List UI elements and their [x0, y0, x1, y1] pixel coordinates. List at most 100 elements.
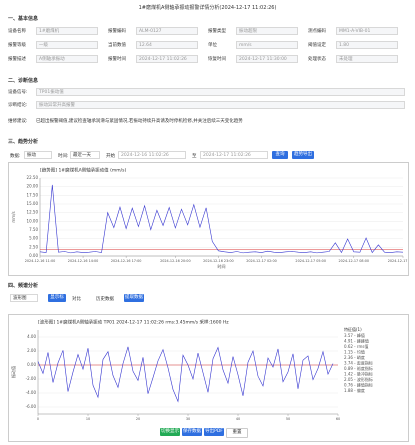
spectrum-panel	[8, 314, 409, 442]
control-label: 至	[192, 154, 197, 159]
control-label: 时间:	[58, 154, 69, 159]
field-input[interactable]: A侧轴承振动	[36, 55, 98, 63]
history-checkbox[interactable]: 历史数据	[96, 297, 114, 302]
legend-title: 特征值(1)	[344, 326, 362, 332]
x-tick-label: 2024-12-16 11:00	[25, 259, 56, 263]
x-tick-label: 2024-12-16 23:00	[203, 259, 234, 263]
trend-panel	[8, 162, 409, 276]
x-tick-label: 2024-12-17 11:00	[388, 259, 408, 263]
x-tick-label: 20	[136, 417, 140, 421]
trend-chart: [趋势图] 1#磨煤机A侧轴承振动值 (mm/s) 0.00 2.50 5.00 7.5…	[11, 167, 408, 270]
field-label: 报警编码	[108, 29, 126, 34]
y-tick-label: 5.00	[29, 236, 38, 241]
y-tick-label: -6.00	[26, 404, 37, 409]
legend-item: 3.74 - 歪度指标	[344, 360, 373, 366]
select[interactable]: 波形图	[10, 294, 38, 302]
compare-label: 对比	[72, 297, 81, 302]
y-tick-label: 10.00	[27, 218, 39, 223]
y-tick-label: 0.00	[27, 362, 36, 367]
legend-item: 3.57 - 峰值	[344, 332, 365, 338]
field-label: 当前数值	[108, 43, 126, 48]
field-input[interactable]: 2024-12-17 11:02:26	[136, 55, 198, 63]
conclusion-input[interactable]: 振动异常升高报警	[36, 101, 405, 109]
section-title: 二、诊断信息	[8, 78, 39, 84]
field-label: 报警等级	[8, 43, 26, 48]
y-tick-label: 4.00	[27, 334, 36, 339]
extract-button[interactable]: 提取数据	[124, 294, 144, 302]
y-tick-label: 15.00	[27, 201, 39, 206]
field-input[interactable]: 1#磨煤机	[36, 27, 98, 35]
legend-item: 2.36 - 峭度	[344, 354, 365, 360]
y-axis-label: 振动值	[10, 366, 16, 378]
field-input[interactable]: MM1-A-VIB-01	[336, 27, 398, 35]
field-label: 报警类型	[208, 29, 226, 34]
data-line	[37, 346, 334, 403]
select[interactable]: 振动	[24, 151, 52, 159]
data-line	[39, 184, 404, 254]
x-tick-label: 2024-12-16 20:00	[160, 259, 191, 263]
section-title: 三、趋势分析	[8, 139, 39, 145]
date-input[interactable]: 2024-12-17 11:02:26	[200, 151, 268, 159]
signal-input[interactable]: TP01振动值	[36, 88, 405, 96]
x-tick-label: 2024-12-17 05:00	[295, 259, 326, 263]
y-tick-label: 2.50	[29, 244, 38, 249]
chart-title: [趋势图] 1#磨煤机A侧轴承振动值 (mm/s)	[40, 167, 126, 174]
field-label: 测点编码	[308, 29, 326, 34]
field-input[interactable]: 12.64	[136, 41, 198, 49]
x-tick-label: 2024-12-16 14:00	[68, 259, 99, 263]
field-label: 报警描述	[8, 57, 26, 62]
x-tick-label: 2024-12-17 02:00	[246, 259, 277, 263]
x-tick-label: 2024-12-16 17:00	[111, 259, 142, 263]
action-button[interactable]: 保存数据	[182, 428, 202, 436]
field-input[interactable]: 未处理	[336, 55, 398, 63]
field-input[interactable]: 一级	[36, 41, 98, 49]
export-button[interactable]: 趋势导出	[292, 151, 314, 159]
y-axis-label: mm/s	[11, 211, 16, 222]
field-label: 单位	[208, 43, 217, 48]
field-input[interactable]: 1.80	[336, 41, 398, 49]
field-label: 阈值设定	[308, 43, 326, 48]
x-tick-label: 40	[236, 417, 240, 421]
field-label: 处理状态	[308, 57, 326, 62]
y-tick-label: 20.00	[27, 184, 39, 189]
x-tick-label: 2024-12-17 08:00	[338, 259, 369, 263]
select[interactable]: 最近一天	[70, 151, 100, 159]
y-tick-label: 0.00	[29, 253, 38, 258]
legend-item: 0.89 - 裕度指标	[344, 365, 373, 371]
x-tick-label: 30	[186, 417, 190, 421]
legend-item: 0.62 - rms值	[344, 343, 368, 349]
action-button[interactable]: 导出PDF报告	[204, 428, 224, 442]
field-input[interactable]: 振动超限	[236, 27, 298, 35]
signal-label: 设备信号:	[8, 90, 28, 95]
page-title: 1#磨煤机A侧轴承振动报警详情分析(2024-12-17 11:02:26)	[138, 5, 277, 11]
field-label: 恢复时间	[208, 57, 226, 62]
spectrum-chart: [波形图] 1#磨煤机A侧轴承振动 TP01 2024-12-17 11:02:…	[10, 319, 373, 422]
y-tick-label: 22.50	[27, 175, 39, 180]
field-input[interactable]: mm/s	[236, 41, 298, 49]
legend-item: 4.91 - 峰峰值	[344, 338, 369, 344]
y-tick-label: 7.50	[29, 227, 38, 232]
y-tick-label: 12.50	[27, 210, 39, 215]
section-title: 一、基本信息	[8, 16, 39, 22]
advice-text: 已超出报警阈值,建议检查轴承润滑与紧固情况,若振动持续升高请及时停机检修,并关注…	[36, 119, 243, 124]
date-input[interactable]: 2024-12-16 11:02:26	[118, 151, 186, 159]
x-tick-label: 0	[37, 417, 39, 421]
action-button[interactable]: 重置	[226, 428, 248, 438]
field-label: 报警时间	[108, 57, 126, 62]
action-button[interactable]: 切换显示	[160, 428, 180, 436]
legend-item: 0.76 - 峰值指标	[344, 382, 373, 388]
show-button[interactable]: 显示标	[48, 294, 66, 302]
y-tick-label: -2.00	[26, 376, 37, 381]
field-label: 设备名称	[8, 29, 26, 34]
x-tick-label: 50	[286, 417, 290, 421]
control-label: 开始	[106, 154, 115, 159]
field-input[interactable]: 2024-12-17 11:30:00	[236, 55, 298, 63]
x-tick-label: 10	[86, 417, 90, 421]
y-tick-label: 2.00	[27, 348, 36, 353]
legend-item: 1.42 - 脉冲指标	[344, 371, 373, 377]
x-axis-label: 时间	[218, 263, 226, 269]
conclusion-label: 诊断结论:	[8, 103, 28, 108]
field-input[interactable]: ALM-0127	[136, 27, 198, 35]
query-button[interactable]: 查询	[272, 151, 288, 159]
